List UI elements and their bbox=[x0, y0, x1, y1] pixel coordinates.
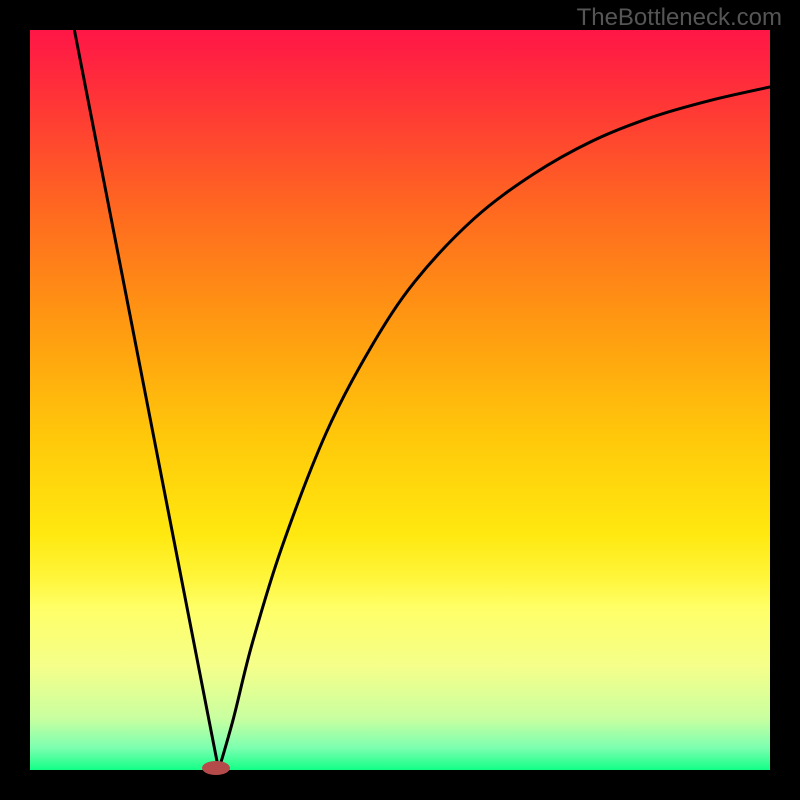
plot-frame bbox=[30, 30, 770, 770]
chart-container: { "watermark": { "text": "TheBottleneck.… bbox=[0, 0, 800, 800]
watermark-text: TheBottleneck.com bbox=[577, 4, 782, 32]
bottleneck-curve bbox=[30, 30, 770, 770]
curve-path bbox=[74, 30, 770, 770]
